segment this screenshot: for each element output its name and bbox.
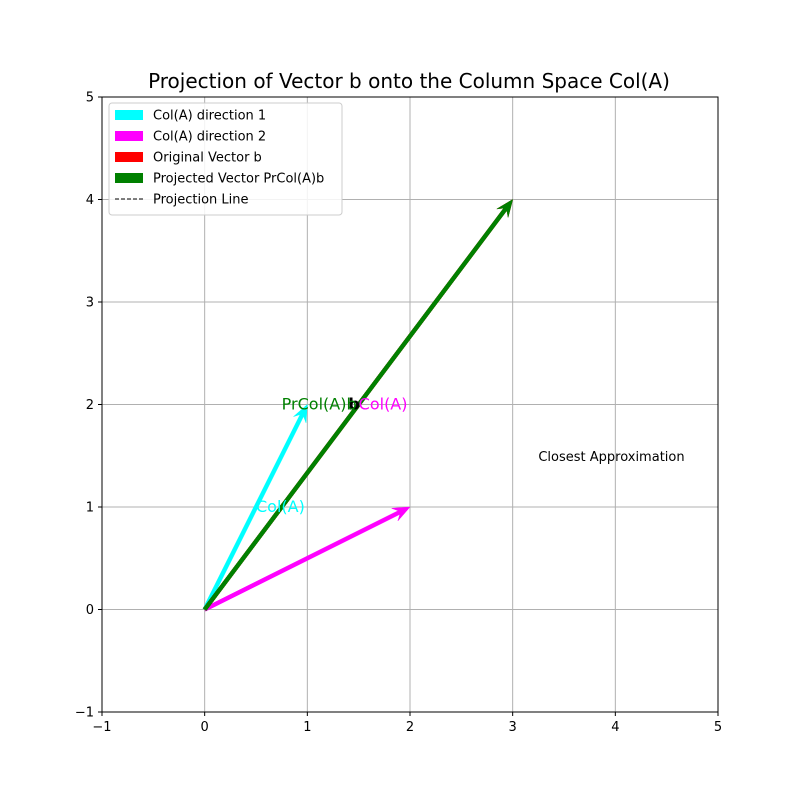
legend-label-1: Col(A) direction 2	[153, 130, 266, 145]
y-tick-label: 3	[86, 296, 94, 311]
chart-title: Projection of Vector b onto the Column S…	[148, 69, 670, 93]
y-tick-label: −1	[75, 706, 94, 721]
y-tick-label: 2	[86, 398, 94, 413]
x-tick-label: 1	[303, 720, 311, 735]
annotation-0: Col(A)	[256, 497, 305, 516]
legend-box	[108, 102, 343, 216]
vector-arrow-0	[202, 403, 308, 611]
legend-swatch-1	[115, 131, 143, 141]
annotation-1: Col(A)	[359, 395, 408, 414]
x-tick-label: 3	[509, 720, 517, 735]
annotation-3: PrCol(A)b	[282, 395, 357, 414]
x-tick-label: 2	[406, 720, 414, 735]
y-tick-label: 0	[86, 603, 94, 618]
legend-label-4: Projection Line	[153, 193, 249, 208]
vector-arrow-3	[202, 198, 514, 612]
annotation-2: b	[348, 395, 359, 414]
x-tick-label: −1	[92, 720, 111, 735]
x-tick-label: 0	[201, 720, 209, 735]
x-tick-label: 4	[611, 720, 619, 735]
vectors	[202, 198, 514, 612]
annotation-4: Closest Approximation	[538, 450, 684, 465]
legend-swatch-2	[115, 152, 143, 162]
legend-swatch-0	[115, 110, 143, 120]
y-tick-label: 5	[86, 91, 94, 106]
legend-label-3: Projected Vector PrCol(A)b	[153, 172, 324, 187]
legend-label-2: Original Vector b	[153, 151, 262, 166]
legend-swatch-3	[115, 173, 143, 183]
axis-ticks: −1 0 1 2 3 4 5 −1 0 1 2 3 4 5	[75, 91, 722, 736]
legend-label-0: Col(A) direction 1	[153, 109, 266, 124]
legend: Col(A) direction 1 Col(A) direction 2 Orig…	[108, 102, 343, 216]
y-tick-label: 1	[86, 501, 94, 516]
y-tick-label: 4	[86, 193, 94, 208]
x-tick-label: 5	[714, 720, 722, 735]
vector-arrow-1	[203, 506, 411, 612]
